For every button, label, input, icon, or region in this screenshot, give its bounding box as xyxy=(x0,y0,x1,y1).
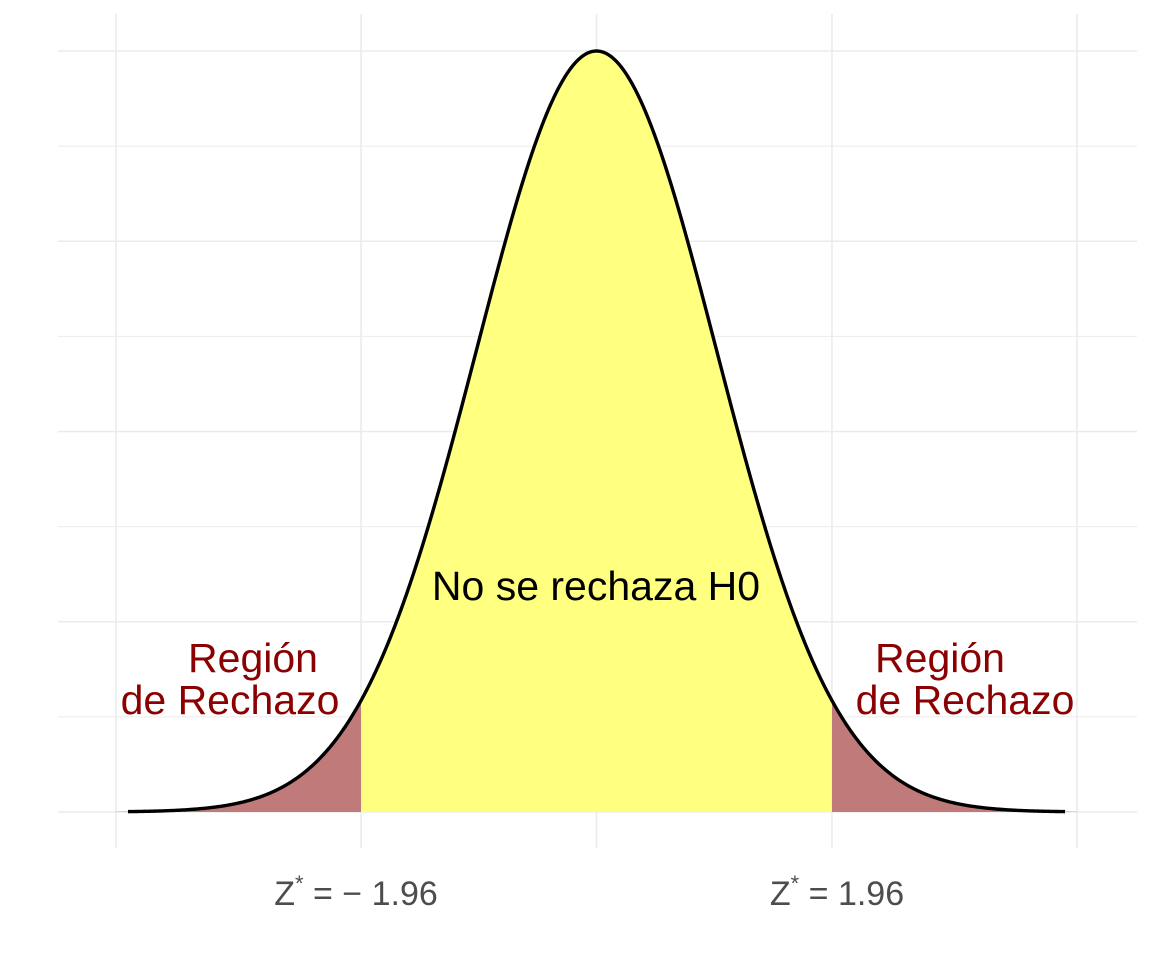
x-tick-label-right-sup: * xyxy=(791,871,800,896)
region-label-right-line1: Región xyxy=(875,635,1005,681)
center-label: No se rechaza H0 xyxy=(432,563,760,609)
region-label-right-line2: de Rechazo xyxy=(856,677,1075,723)
area-rechazo-derecha xyxy=(831,700,1077,812)
x-tick-label-left: Z* = − 1.96 xyxy=(274,871,438,913)
x-tick-label-right-main: Z xyxy=(770,875,791,913)
x-tick-label-left-sup: * xyxy=(295,871,304,896)
x-tick-label-left-rest: = − 1.96 xyxy=(304,875,438,913)
x-tick-label-right: Z* = 1.96 xyxy=(770,871,904,913)
x-tick-label-right-rest: = 1.96 xyxy=(799,875,904,913)
density-curve xyxy=(127,49,1066,814)
area-rechazo-izquierda xyxy=(116,700,362,812)
x-tick-label-left-main: Z xyxy=(274,875,295,913)
region-label-left-line1: Región xyxy=(188,635,318,681)
region-label-left-line2: de Rechazo xyxy=(121,677,340,723)
area-no-rechazo xyxy=(361,51,832,812)
shaded-regions xyxy=(116,51,1077,812)
